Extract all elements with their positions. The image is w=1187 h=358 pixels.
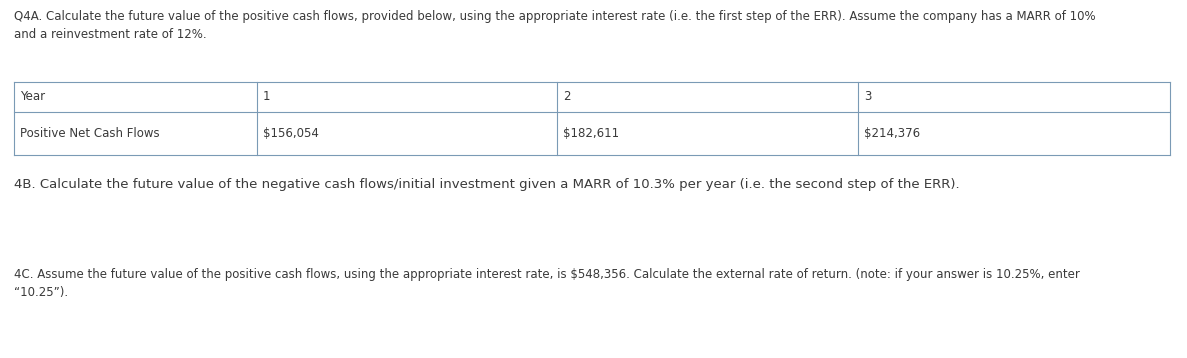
Text: 2: 2 — [564, 91, 571, 103]
Text: Positive Net Cash Flows: Positive Net Cash Flows — [20, 127, 159, 140]
Text: 4C. Assume the future value of the positive cash flows, using the appropriate in: 4C. Assume the future value of the posit… — [14, 268, 1080, 299]
Text: Q4A. Calculate the future value of the positive cash flows, provided below, usin: Q4A. Calculate the future value of the p… — [14, 10, 1096, 41]
Text: 4B. Calculate the future value of the negative cash flows/initial investment giv: 4B. Calculate the future value of the ne… — [14, 178, 959, 191]
Text: 3: 3 — [864, 91, 871, 103]
Text: 1: 1 — [262, 91, 271, 103]
Text: $156,054: $156,054 — [262, 127, 318, 140]
Text: $214,376: $214,376 — [864, 127, 920, 140]
Text: $182,611: $182,611 — [564, 127, 620, 140]
Text: Year: Year — [20, 91, 45, 103]
